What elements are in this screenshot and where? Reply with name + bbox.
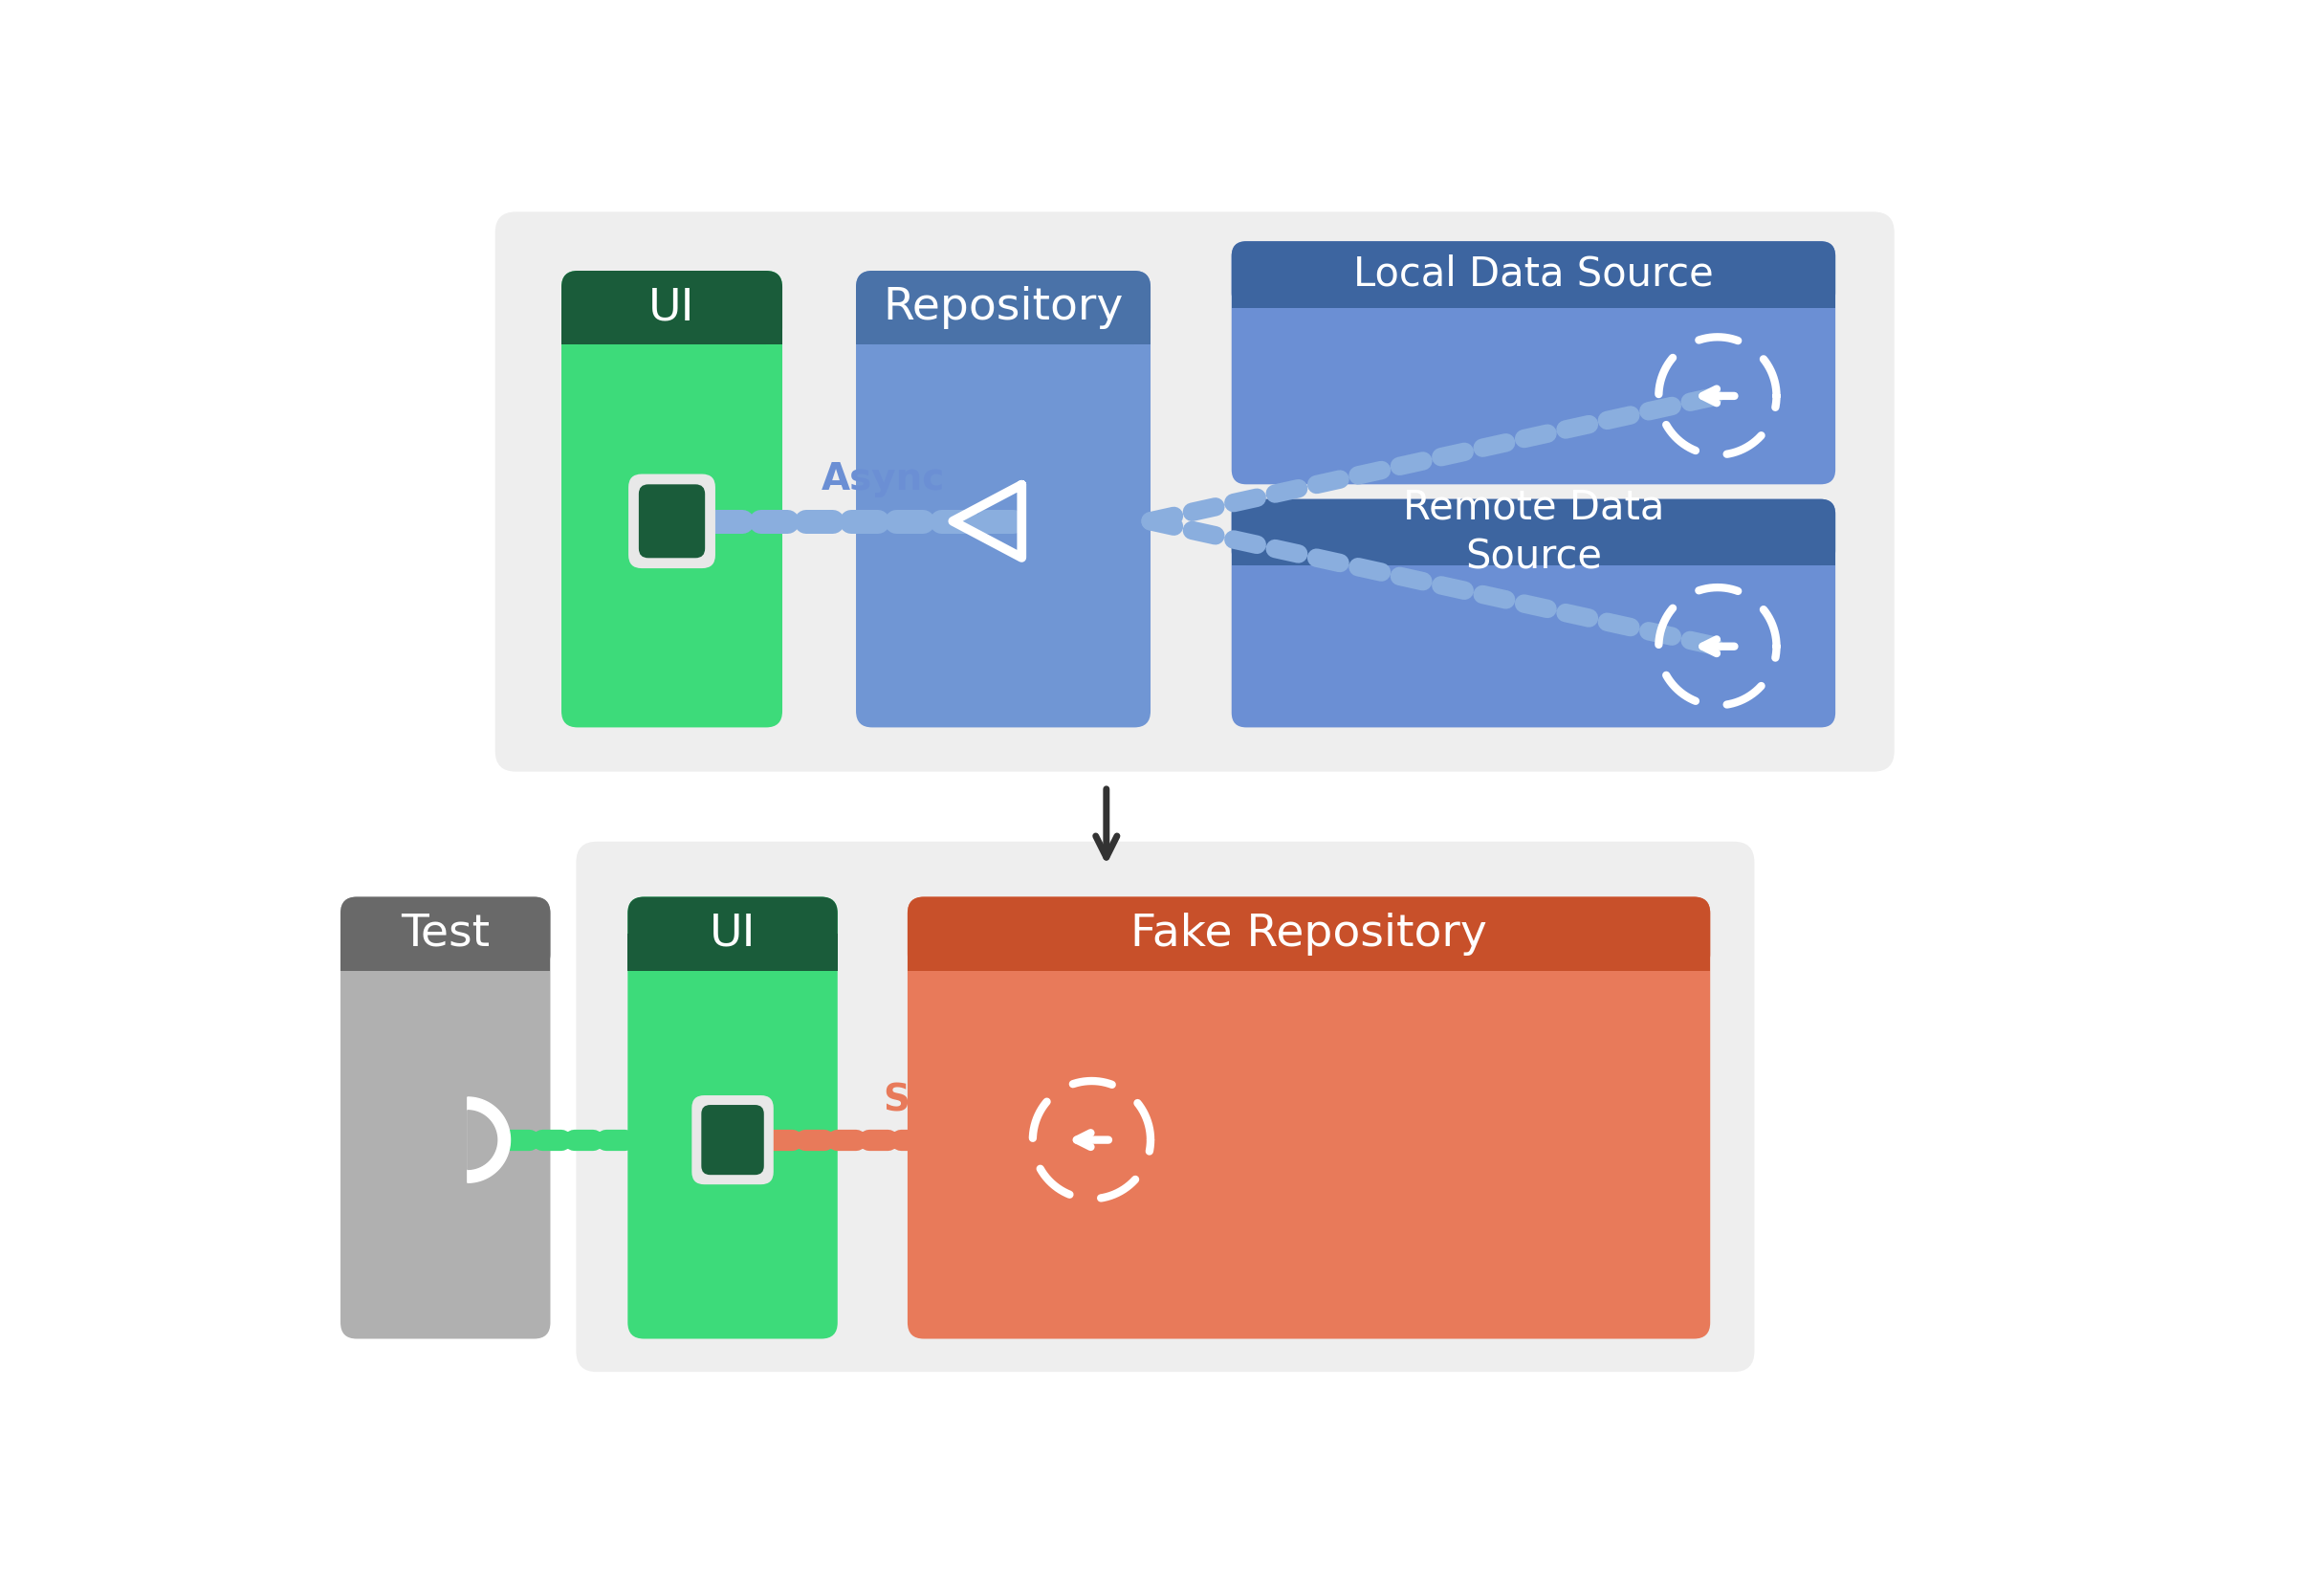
FancyBboxPatch shape — [562, 271, 783, 344]
FancyBboxPatch shape — [627, 475, 716, 568]
Text: Repository: Repository — [883, 286, 1122, 329]
Bar — [1232, 275, 1836, 308]
FancyBboxPatch shape — [693, 1095, 774, 1184]
Bar — [562, 308, 783, 344]
FancyBboxPatch shape — [1232, 241, 1836, 308]
FancyBboxPatch shape — [855, 271, 1150, 344]
Bar — [627, 933, 837, 971]
FancyBboxPatch shape — [1232, 498, 1836, 727]
FancyBboxPatch shape — [909, 897, 1710, 1339]
Text: Fake Repository: Fake Repository — [1129, 913, 1487, 955]
Text: Sync: Sync — [883, 1081, 983, 1117]
Bar — [855, 308, 1150, 344]
FancyBboxPatch shape — [576, 841, 1755, 1371]
Text: UI: UI — [648, 286, 695, 329]
FancyBboxPatch shape — [562, 271, 783, 727]
FancyBboxPatch shape — [1232, 498, 1836, 565]
Bar — [1232, 532, 1836, 565]
Text: Test: Test — [402, 913, 490, 955]
FancyBboxPatch shape — [639, 484, 704, 559]
FancyBboxPatch shape — [909, 897, 1710, 971]
Bar — [342, 933, 551, 971]
Text: Remote Data
Source: Remote Data Source — [1404, 487, 1664, 578]
Polygon shape — [467, 1097, 511, 1182]
FancyBboxPatch shape — [627, 897, 837, 1339]
FancyBboxPatch shape — [495, 211, 1894, 771]
Bar — [909, 933, 1710, 971]
Text: UI: UI — [709, 913, 755, 955]
FancyBboxPatch shape — [342, 897, 551, 1339]
FancyBboxPatch shape — [1232, 241, 1836, 484]
FancyBboxPatch shape — [702, 1105, 765, 1174]
Polygon shape — [467, 1111, 497, 1170]
Text: Local Data Source: Local Data Source — [1353, 254, 1713, 295]
FancyBboxPatch shape — [342, 897, 551, 971]
Text: Async: Async — [820, 462, 946, 498]
FancyBboxPatch shape — [855, 271, 1150, 727]
FancyBboxPatch shape — [627, 897, 837, 971]
